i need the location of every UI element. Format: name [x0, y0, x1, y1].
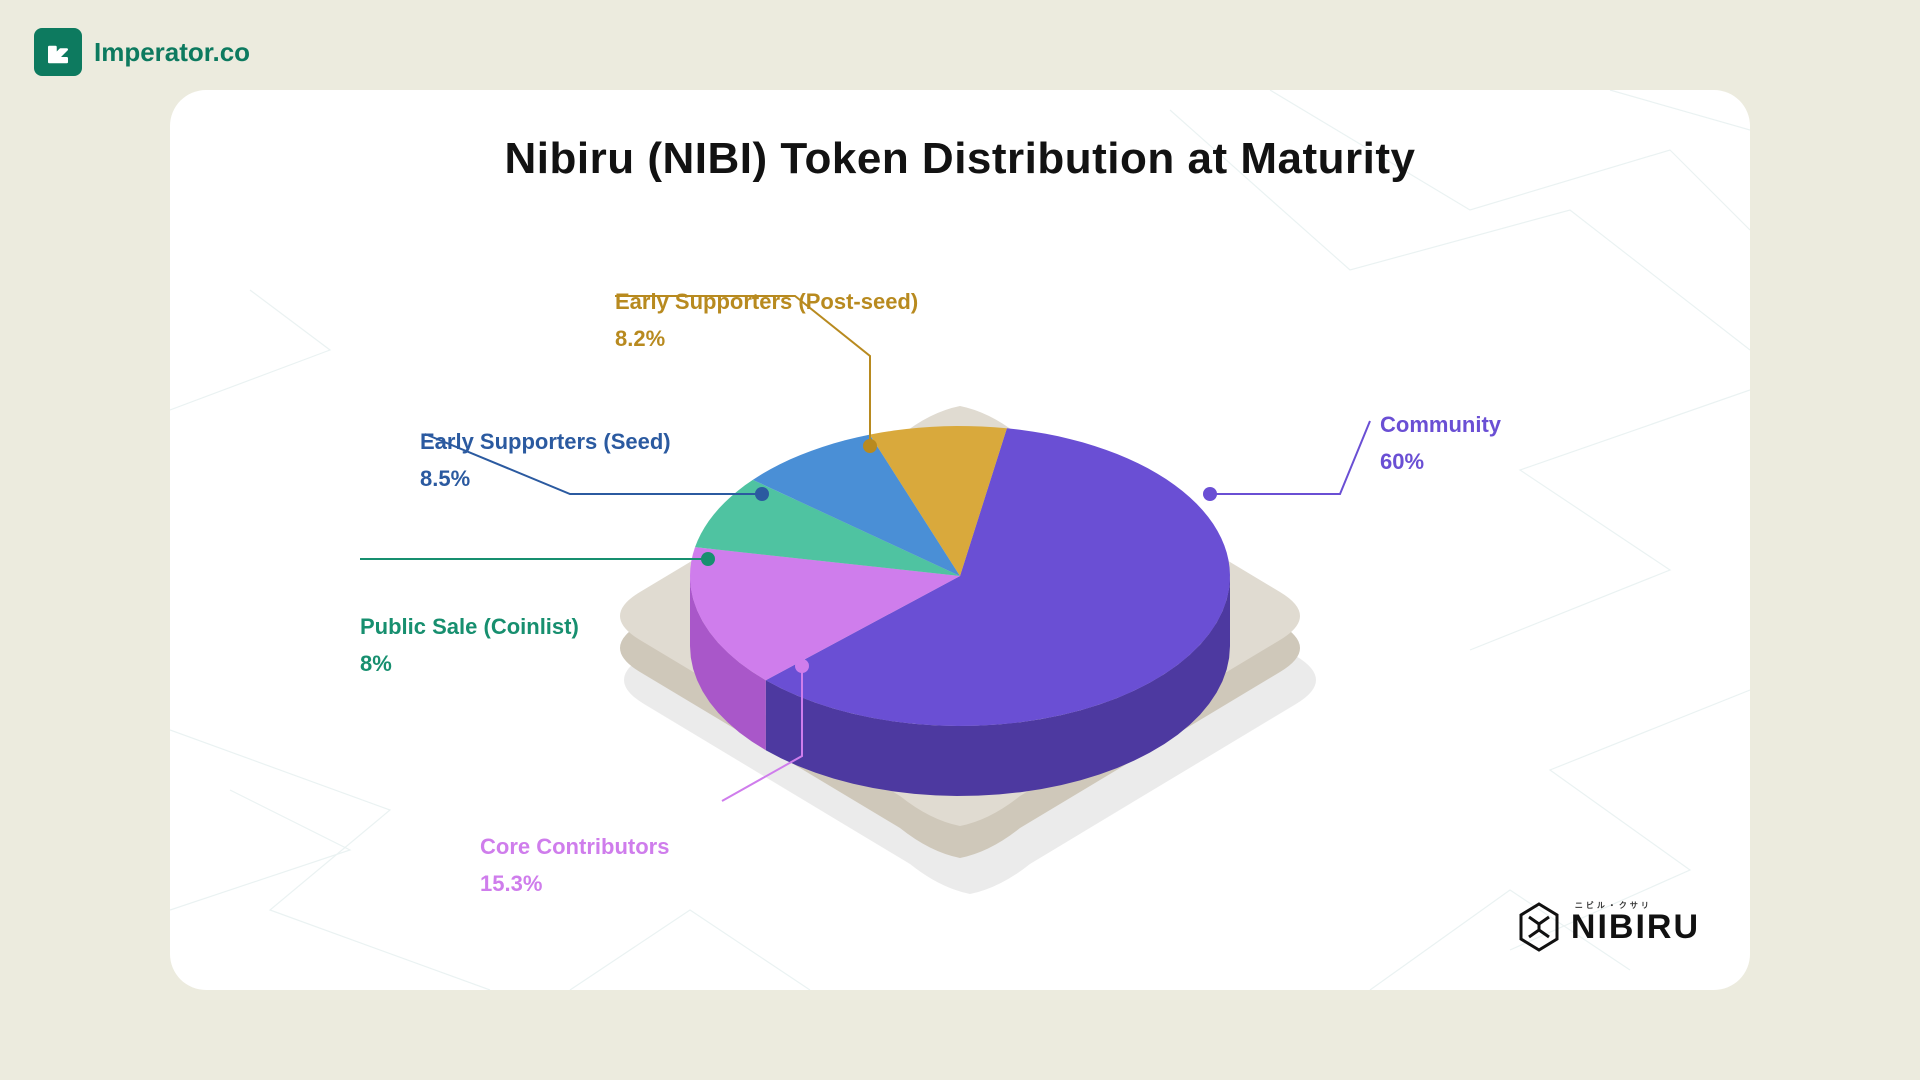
label-community: Community 60% [1380, 408, 1501, 478]
label-text: Early Supporters (Seed) [420, 429, 671, 454]
label-text: Community [1380, 412, 1501, 437]
label-pct: 60% [1380, 445, 1501, 478]
label-public-sale: Public Sale (Coinlist) 8% [360, 610, 579, 680]
label-text: Core Contributors [480, 834, 669, 859]
brand-name: Imperator.co [94, 37, 250, 68]
brand-logo-icon [34, 28, 82, 76]
nibiru-logo: ニビル・クサリ NIBIRU [1517, 902, 1700, 952]
label-pct: 8.2% [615, 322, 918, 355]
chart-title: Nibiru (NIBI) Token Distribution at Matu… [170, 134, 1750, 184]
chart-card: Nibiru (NIBI) Token Distribution at Matu… [170, 90, 1750, 990]
label-early-supporters-postseed: Early Supporters (Post-seed) 8.2% [615, 285, 918, 355]
label-pct: 8.5% [420, 462, 671, 495]
nibiru-logo-subtext: ニビル・クサリ [1575, 900, 1652, 911]
brand-header: Imperator.co [34, 28, 250, 76]
label-early-supporters-seed: Early Supporters (Seed) 8.5% [420, 425, 671, 495]
label-core-contributors: Core Contributors 15.3% [480, 830, 669, 900]
nibiru-logo-text: ニビル・クサリ NIBIRU [1571, 908, 1700, 947]
label-pct: 8% [360, 647, 579, 680]
label-pct: 15.3% [480, 867, 669, 900]
nibiru-logo-icon [1517, 902, 1561, 952]
label-text: Public Sale (Coinlist) [360, 614, 579, 639]
pie-chart [170, 196, 1750, 956]
label-text: Early Supporters (Post-seed) [615, 289, 918, 314]
chart-area: Community 60% Core Contributors 15.3% Pu… [170, 230, 1750, 950]
